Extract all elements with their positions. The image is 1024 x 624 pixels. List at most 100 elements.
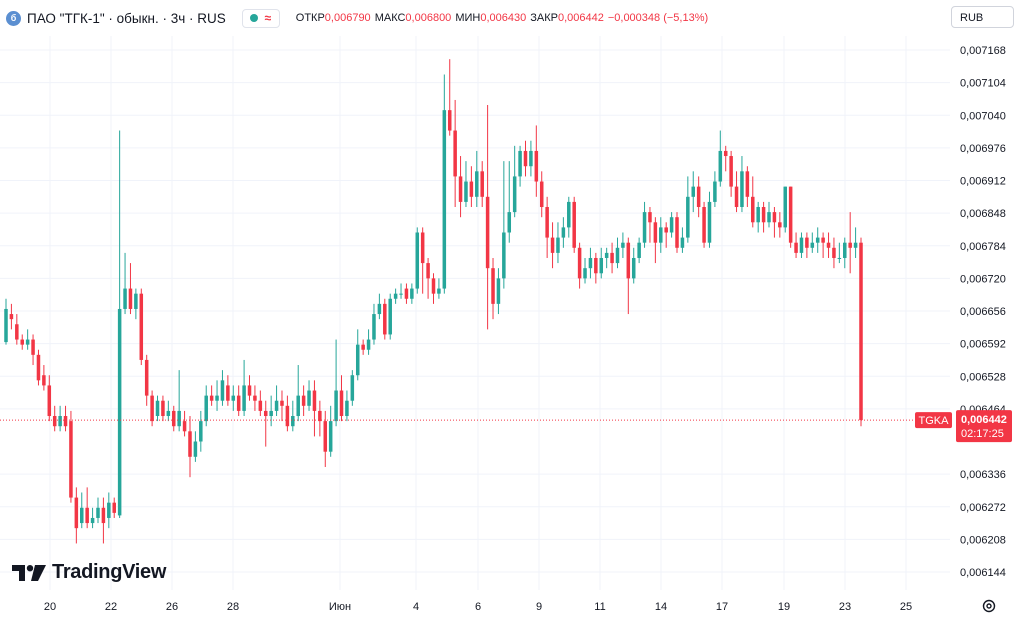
candle[interactable]: [188, 416, 192, 478]
candle[interactable]: [713, 171, 717, 208]
gear-icon[interactable]: [981, 598, 997, 614]
candle[interactable]: [485, 105, 490, 330]
candle[interactable]: [583, 257, 587, 284]
candle[interactable]: [285, 395, 290, 432]
candle[interactable]: [539, 171, 544, 218]
candle[interactable]: [171, 405, 176, 432]
candle[interactable]: [561, 217, 566, 248]
candle[interactable]: [36, 349, 41, 386]
candle[interactable]: [399, 283, 403, 299]
candle[interactable]: [794, 232, 798, 258]
candle[interactable]: [177, 370, 181, 432]
candle[interactable]: [242, 359, 246, 417]
candle[interactable]: [323, 410, 328, 467]
candle[interactable]: [518, 145, 522, 187]
candle[interactable]: [236, 385, 241, 417]
candle[interactable]: [361, 339, 365, 355]
candle[interactable]: [556, 222, 560, 264]
candle[interactable]: [745, 166, 750, 208]
candle[interactable]: [837, 242, 842, 264]
candle[interactable]: [345, 390, 349, 422]
candle[interactable]: [853, 227, 858, 258]
candle[interactable]: [123, 252, 127, 315]
candle[interactable]: [63, 405, 68, 432]
candle[interactable]: [150, 390, 154, 427]
candle[interactable]: [193, 431, 198, 462]
candle[interactable]: [799, 232, 804, 258]
candle[interactable]: [128, 263, 133, 315]
candle[interactable]: [631, 247, 636, 284]
candle[interactable]: [669, 212, 674, 238]
candle[interactable]: [696, 176, 701, 218]
candle[interactable]: [577, 242, 582, 289]
candle[interactable]: [772, 207, 777, 238]
candle[interactable]: [231, 385, 236, 411]
candle[interactable]: [458, 156, 463, 218]
candle[interactable]: [848, 212, 852, 274]
tradingview-logo[interactable]: TradingView: [12, 561, 166, 584]
candle[interactable]: [447, 59, 452, 136]
candle[interactable]: [826, 232, 831, 258]
candle[interactable]: [707, 191, 712, 248]
candle[interactable]: [588, 247, 593, 279]
candle[interactable]: [442, 74, 447, 294]
candle[interactable]: [529, 140, 533, 177]
candle[interactable]: [691, 171, 696, 213]
candle[interactable]: [594, 252, 598, 284]
candle[interactable]: [783, 186, 787, 233]
market-status-indicator[interactable]: ≈: [241, 8, 280, 28]
candle[interactable]: [42, 365, 46, 391]
candle[interactable]: [437, 278, 441, 299]
candle[interactable]: [161, 395, 165, 422]
candle[interactable]: [659, 217, 663, 253]
candle[interactable]: [182, 410, 187, 437]
candle[interactable]: [166, 400, 171, 422]
candle[interactable]: [734, 171, 739, 213]
candle[interactable]: [263, 400, 268, 447]
candle[interactable]: [101, 497, 106, 544]
candle[interactable]: [788, 186, 793, 248]
candle[interactable]: [204, 385, 208, 427]
candle[interactable]: [291, 400, 295, 432]
candle[interactable]: [810, 232, 815, 253]
candle[interactable]: [475, 150, 479, 208]
candle[interactable]: [334, 339, 338, 427]
candle[interactable]: [729, 150, 733, 197]
candle[interactable]: [215, 380, 219, 411]
candle[interactable]: [296, 365, 300, 422]
candle[interactable]: [350, 370, 355, 406]
candle[interactable]: [404, 283, 409, 304]
symbol-title[interactable]: ПАО "ТГК-1" · обыкн. · 3ч · RUS: [27, 10, 226, 26]
candle[interactable]: [410, 283, 414, 304]
candle[interactable]: [491, 257, 495, 320]
candle[interactable]: [134, 288, 138, 320]
candle[interactable]: [85, 487, 89, 529]
candle[interactable]: [756, 201, 760, 233]
candle[interactable]: [96, 497, 100, 524]
candle[interactable]: [47, 375, 52, 422]
candle[interactable]: [144, 354, 149, 406]
candle[interactable]: [821, 232, 825, 258]
candle[interactable]: [312, 380, 317, 437]
candle[interactable]: [767, 201, 771, 228]
currency-selector[interactable]: RUB: [951, 6, 1014, 28]
candle[interactable]: [69, 410, 73, 503]
candle[interactable]: [621, 232, 625, 258]
candle[interactable]: [832, 237, 836, 269]
candle[interactable]: [686, 176, 690, 243]
ticker-tag[interactable]: [915, 412, 952, 429]
candle[interactable]: [453, 99, 457, 208]
candle[interactable]: [355, 329, 360, 381]
candle[interactable]: [567, 196, 571, 238]
candle[interactable]: [339, 375, 344, 422]
candle[interactable]: [388, 293, 392, 340]
candle[interactable]: [626, 237, 631, 315]
candle[interactable]: [58, 405, 62, 432]
candle[interactable]: [20, 334, 24, 350]
candle[interactable]: [637, 237, 641, 264]
candle[interactable]: [469, 166, 474, 208]
candle[interactable]: [604, 247, 609, 269]
candle[interactable]: [648, 207, 652, 243]
candle[interactable]: [534, 125, 539, 197]
